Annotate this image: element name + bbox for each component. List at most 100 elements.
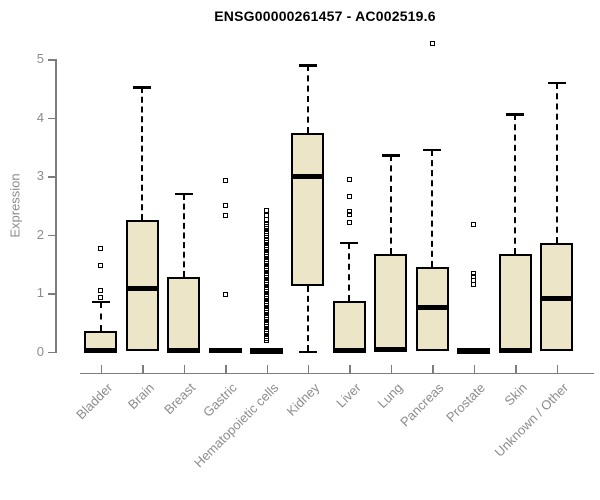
outlier-point xyxy=(471,221,477,227)
y-axis-tick xyxy=(48,293,55,295)
x-axis-line xyxy=(80,372,594,374)
outlier-point xyxy=(429,40,435,46)
x-tick-label: Liver xyxy=(333,379,365,411)
median-line xyxy=(291,174,325,180)
upper-whisker xyxy=(348,242,351,302)
x-tick-label: Kidney xyxy=(283,379,323,419)
y-axis-tick xyxy=(48,59,55,61)
outlier-point xyxy=(471,270,477,276)
x-axis-tick xyxy=(225,364,227,373)
median-line xyxy=(167,347,201,353)
x-axis-tick xyxy=(349,364,351,373)
upper-whisker-cap xyxy=(423,148,442,152)
upper-whisker xyxy=(555,82,558,244)
median-line xyxy=(250,348,283,354)
x-axis-tick xyxy=(390,364,393,373)
upper-whisker-cap xyxy=(506,113,525,116)
outlier-point xyxy=(346,177,352,183)
median-line xyxy=(498,347,532,353)
upper-whisker-cap xyxy=(340,241,359,245)
x-tick-label: Lung xyxy=(374,379,406,411)
outlier-point xyxy=(264,207,269,213)
outlier-point xyxy=(98,263,104,269)
x-axis-tick xyxy=(100,364,103,373)
outlier-point xyxy=(264,233,269,239)
lower-whisker xyxy=(306,286,309,352)
outlier-point xyxy=(346,211,352,217)
outlier-point xyxy=(98,245,104,251)
outlier-point xyxy=(471,281,477,287)
outlier-point xyxy=(98,294,104,300)
x-axis-tick xyxy=(473,364,476,373)
y-tick-label: 0 xyxy=(36,343,44,359)
x-tick-label: Gastric xyxy=(199,379,240,420)
upper-whisker-cap xyxy=(174,192,193,196)
x-tick-label: Pancreas xyxy=(397,379,447,429)
upper-whisker xyxy=(306,65,309,134)
median-line xyxy=(84,347,118,353)
x-tick-label: Brain xyxy=(124,379,157,412)
y-tick-label: 2 xyxy=(36,226,44,242)
median-line xyxy=(415,304,449,310)
x-axis-tick xyxy=(266,364,268,373)
outlier-point xyxy=(98,288,104,294)
outlier-point xyxy=(346,208,352,214)
x-axis-tick xyxy=(183,364,186,373)
upper-whisker-cap xyxy=(547,81,566,85)
upper-whisker-cap xyxy=(133,86,152,89)
median-line xyxy=(540,295,574,301)
outlier-point xyxy=(346,193,352,199)
x-tick-label: Prostate xyxy=(443,379,489,425)
box xyxy=(332,301,366,352)
y-axis-tick xyxy=(48,351,55,353)
outlier-point xyxy=(264,216,269,222)
box xyxy=(125,219,159,352)
x-axis-tick xyxy=(515,364,517,373)
box xyxy=(498,254,532,352)
median-line xyxy=(208,347,242,353)
upper-whisker xyxy=(389,155,392,254)
outlier-point xyxy=(222,202,228,208)
x-axis-tick xyxy=(432,364,434,373)
outlier-point xyxy=(346,220,352,226)
lower-whisker-cap xyxy=(298,350,317,353)
upper-whisker-cap xyxy=(91,300,110,304)
x-tick-label: Bladder xyxy=(73,379,116,422)
box xyxy=(167,276,201,352)
x-axis-tick xyxy=(142,364,144,373)
y-axis-tick xyxy=(48,117,55,120)
outlier-point xyxy=(222,212,228,218)
x-tick-label: Breast xyxy=(161,379,199,417)
upper-whisker xyxy=(99,301,102,332)
y-tick-label: 3 xyxy=(36,168,44,184)
upper-whisker-cap xyxy=(381,154,400,157)
upper-whisker xyxy=(514,114,517,255)
y-tick-label: 4 xyxy=(36,109,44,125)
outlier-point xyxy=(264,338,269,344)
chart-title: ENSG00000261457 - AC002519.6 xyxy=(214,8,436,24)
median-line xyxy=(374,347,408,353)
y-tick-label: 5 xyxy=(36,51,44,67)
median-line xyxy=(457,348,491,354)
y-axis-line xyxy=(55,59,57,353)
upper-whisker xyxy=(431,149,434,268)
y-tick-label: 1 xyxy=(36,285,44,301)
x-tick-label: Unknown / Other xyxy=(491,379,572,460)
y-axis-tick xyxy=(48,234,55,237)
x-axis-tick xyxy=(556,364,559,373)
outlier-point xyxy=(222,292,228,298)
upper-whisker xyxy=(182,193,185,277)
median-line xyxy=(332,347,366,353)
outlier-point xyxy=(222,177,228,183)
median-line xyxy=(125,285,159,291)
y-axis-tick xyxy=(48,176,55,178)
upper-whisker-cap xyxy=(298,64,317,67)
x-axis-tick xyxy=(307,364,310,373)
x-tick-label: Skin xyxy=(501,379,530,408)
outlier-point xyxy=(264,213,269,219)
upper-whisker xyxy=(141,87,144,220)
box xyxy=(374,253,408,352)
box xyxy=(291,133,325,287)
